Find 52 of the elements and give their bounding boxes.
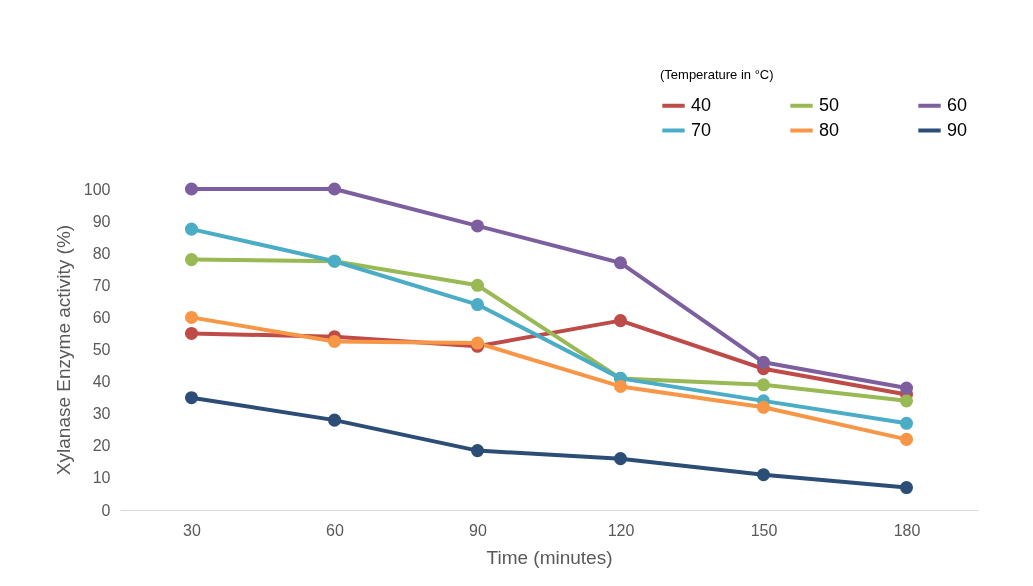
point — [756, 400, 771, 414]
y-tick-label: 40 — [92, 373, 111, 391]
x-tick-label: 150 — [750, 521, 778, 539]
legend-label: 70 — [691, 119, 712, 140]
point — [470, 444, 485, 458]
point — [184, 310, 199, 324]
point — [327, 182, 342, 196]
point — [470, 219, 485, 233]
point — [613, 256, 628, 270]
x-axis-title: Time (minutes) — [486, 546, 613, 568]
point — [899, 481, 914, 495]
point — [613, 452, 628, 466]
point — [899, 416, 914, 430]
point — [613, 314, 628, 328]
point — [184, 182, 199, 196]
y-tick-label: 100 — [83, 180, 111, 198]
point — [470, 298, 485, 312]
legend-label: 50 — [819, 94, 840, 115]
legend-title: (Temperature in °C) — [660, 67, 774, 82]
point — [184, 222, 199, 236]
legend-label: 60 — [947, 94, 968, 115]
x-tick-label: 120 — [607, 521, 635, 539]
point — [327, 413, 342, 427]
legend-label: 90 — [947, 119, 968, 140]
point — [756, 378, 771, 392]
point — [184, 253, 199, 267]
y-tick-label: 90 — [92, 212, 111, 230]
point — [613, 379, 628, 393]
point — [184, 326, 199, 340]
point — [756, 468, 771, 482]
point — [899, 381, 914, 395]
y-tick-label: 60 — [92, 308, 111, 326]
y-tick-label: 30 — [92, 405, 111, 423]
y-tick-label: 20 — [92, 437, 111, 455]
y-tick-label: 70 — [92, 276, 111, 294]
y-tick-label: 0 — [101, 501, 111, 519]
x-tick-label: 90 — [469, 521, 487, 539]
y-tick-label: 80 — [92, 244, 111, 262]
y-axis-title: Xylanase Enzyme activity (%) — [52, 224, 74, 476]
x-tick-label: 180 — [893, 521, 921, 539]
y-tick-label: 10 — [92, 469, 111, 487]
point — [899, 394, 914, 408]
legend-label: 80 — [819, 119, 840, 140]
point — [756, 355, 771, 369]
x-tick-label: 30 — [183, 521, 201, 539]
y-tick-label: 50 — [92, 341, 111, 358]
x-tick-label: 60 — [326, 521, 344, 539]
point — [899, 432, 914, 446]
point — [470, 278, 485, 292]
point — [327, 334, 342, 348]
point — [184, 391, 199, 405]
legend-label: 40 — [691, 94, 712, 115]
